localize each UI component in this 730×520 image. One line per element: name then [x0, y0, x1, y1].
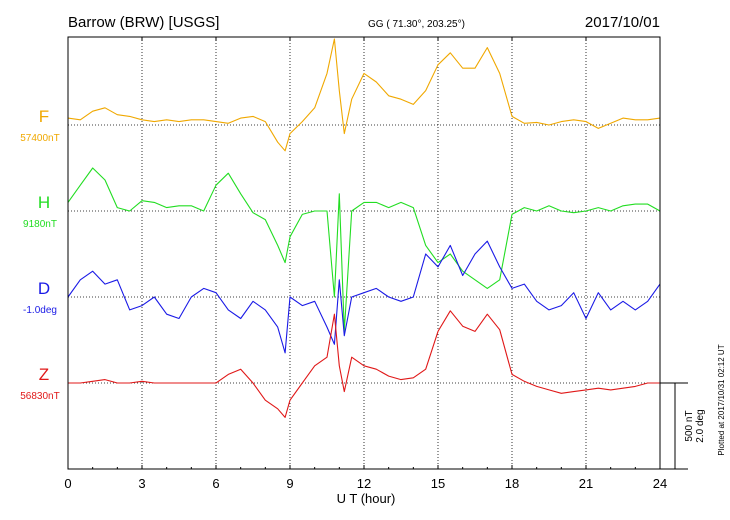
series-baseline-h: 9180nT — [23, 219, 57, 230]
series-layer — [67, 38, 661, 418]
plot-frame — [67, 36, 661, 470]
station-title: Barrow (BRW) [USGS] — [68, 14, 219, 31]
series-line-h — [67, 167, 661, 332]
x-tick-label-2: 6 — [212, 476, 219, 491]
plotted-at-label: Plotted at 2017/10/31 02:12 UT — [717, 344, 726, 455]
series-name-f: F — [39, 107, 49, 126]
series-baseline-f: 57400nT — [20, 133, 59, 144]
series-name-h: H — [38, 193, 50, 212]
scale-bar-nt-label: 500 nT — [684, 410, 695, 441]
x-tick-label-7: 21 — [579, 476, 593, 491]
coords-label: GG ( 71.30°, 203.25°) — [368, 19, 465, 30]
date-label: 2017/10/01 — [585, 14, 660, 31]
grid-lines — [68, 37, 660, 469]
scale-bar-deg-label: 2.0 deg — [695, 409, 706, 442]
x-tick-label-6: 18 — [505, 476, 519, 491]
series-labels: F 57400nT H 9180nT D -1.0deg Z 56830nT — [20, 107, 59, 402]
x-axis-label: U T (hour) — [337, 491, 396, 506]
x-tick-label-0: 0 — [64, 476, 71, 491]
series-name-d: D — [38, 279, 50, 298]
x-tick-label-4: 12 — [357, 476, 371, 491]
x-tick-label-3: 9 — [286, 476, 293, 491]
series-baseline-z: 56830nT — [20, 391, 59, 402]
series-line-d — [67, 240, 661, 354]
x-ticks: 0 3 6 9 12 15 18 21 24 — [64, 37, 667, 491]
x-tick-label-5: 15 — [431, 476, 445, 491]
x-tick-label-8: 24 — [653, 476, 667, 491]
series-baseline-d: -1.0deg — [23, 305, 57, 316]
x-tick-label-1: 3 — [138, 476, 145, 491]
series-line-z — [68, 310, 660, 418]
series-name-z: Z — [39, 365, 49, 384]
scale-bar — [660, 382, 688, 470]
series-line-f — [67, 38, 661, 152]
